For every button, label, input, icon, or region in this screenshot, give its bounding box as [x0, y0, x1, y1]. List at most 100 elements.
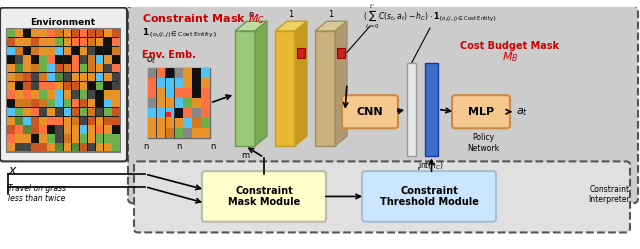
- Bar: [88, 134, 95, 142]
- Bar: [31, 108, 39, 116]
- Bar: [201, 78, 210, 88]
- Bar: [166, 78, 174, 88]
- Bar: [63, 108, 71, 116]
- Bar: [56, 90, 63, 99]
- FancyBboxPatch shape: [452, 95, 510, 128]
- Text: Constraint
Interpreter: Constraint Interpreter: [588, 185, 630, 204]
- Bar: [337, 49, 345, 58]
- Bar: [7, 38, 15, 46]
- Bar: [184, 88, 192, 98]
- Bar: [23, 82, 31, 90]
- Bar: [175, 88, 183, 98]
- Bar: [31, 73, 39, 81]
- FancyBboxPatch shape: [128, 6, 638, 203]
- Bar: [112, 117, 120, 125]
- Polygon shape: [315, 21, 347, 31]
- Bar: [47, 134, 55, 142]
- Bar: [96, 82, 104, 90]
- FancyBboxPatch shape: [362, 171, 496, 222]
- Bar: [47, 82, 55, 90]
- Bar: [88, 108, 95, 116]
- Bar: [88, 125, 95, 134]
- Bar: [88, 117, 95, 125]
- Bar: [7, 117, 15, 125]
- Bar: [7, 64, 15, 72]
- Bar: [96, 90, 104, 99]
- Bar: [112, 143, 120, 151]
- Bar: [104, 108, 111, 116]
- Bar: [15, 82, 23, 90]
- Bar: [39, 143, 47, 151]
- Bar: [56, 47, 63, 55]
- Bar: [7, 90, 15, 99]
- Bar: [72, 125, 79, 134]
- Bar: [425, 63, 438, 156]
- Bar: [184, 128, 192, 138]
- Bar: [15, 134, 23, 142]
- Bar: [56, 29, 63, 37]
- Bar: [31, 117, 39, 125]
- Bar: [201, 88, 210, 98]
- Bar: [192, 108, 201, 118]
- Bar: [175, 68, 183, 78]
- Bar: [96, 64, 104, 72]
- Bar: [112, 64, 120, 72]
- Bar: [201, 68, 210, 78]
- Bar: [166, 68, 174, 78]
- Bar: [192, 88, 201, 98]
- Bar: [23, 38, 31, 46]
- Text: $\mathbf{1}_{\{o_t(i,j)\in\mathrm{Cost\ Entity}\}}$: $\mathbf{1}_{\{o_t(i,j)\in\mathrm{Cost\ …: [142, 26, 218, 40]
- Text: $o_t$: $o_t$: [146, 54, 157, 66]
- Bar: [7, 82, 15, 90]
- Bar: [112, 29, 120, 37]
- Bar: [15, 99, 23, 108]
- Polygon shape: [235, 21, 267, 31]
- Text: $\mathrm{int}(h_C)$: $\mathrm{int}(h_C)$: [419, 159, 445, 172]
- Bar: [157, 118, 165, 128]
- Bar: [192, 128, 201, 138]
- Text: Environment: Environment: [31, 18, 95, 27]
- Bar: [56, 64, 63, 72]
- Bar: [23, 125, 31, 134]
- Bar: [47, 29, 55, 37]
- Bar: [104, 64, 111, 72]
- Bar: [96, 134, 104, 142]
- Bar: [56, 55, 63, 64]
- Bar: [31, 125, 39, 134]
- Bar: [184, 108, 192, 118]
- Bar: [56, 108, 63, 116]
- Bar: [23, 55, 31, 64]
- Text: n: n: [211, 142, 216, 151]
- Text: $(\sum_{t=0}^{t^{\prime}} C(s_t, a_t) - h_C) \cdot \mathbf{1}_{\{o_t(i,j)\in\mat: $(\sum_{t=0}^{t^{\prime}} C(s_t, a_t) - …: [363, 2, 497, 31]
- Bar: [148, 118, 156, 128]
- Bar: [47, 143, 55, 151]
- Bar: [184, 78, 192, 88]
- Bar: [63, 82, 71, 90]
- Text: ,: ,: [417, 159, 422, 173]
- Bar: [31, 38, 39, 46]
- Bar: [96, 29, 104, 37]
- Bar: [31, 47, 39, 55]
- Bar: [39, 99, 47, 108]
- Bar: [15, 90, 23, 99]
- Bar: [79, 108, 87, 116]
- Bar: [15, 29, 23, 37]
- Bar: [7, 99, 15, 108]
- Bar: [112, 38, 120, 46]
- Bar: [96, 47, 104, 55]
- Bar: [15, 117, 23, 125]
- Bar: [104, 143, 111, 151]
- Bar: [72, 29, 79, 37]
- Bar: [15, 38, 23, 46]
- Bar: [112, 73, 120, 81]
- Bar: [148, 88, 156, 98]
- Bar: [63, 99, 71, 108]
- Bar: [192, 98, 201, 108]
- Bar: [63, 64, 71, 72]
- Bar: [166, 108, 174, 118]
- Bar: [63, 47, 71, 55]
- Bar: [104, 55, 111, 64]
- Bar: [104, 82, 111, 90]
- Bar: [56, 82, 63, 90]
- Bar: [79, 38, 87, 46]
